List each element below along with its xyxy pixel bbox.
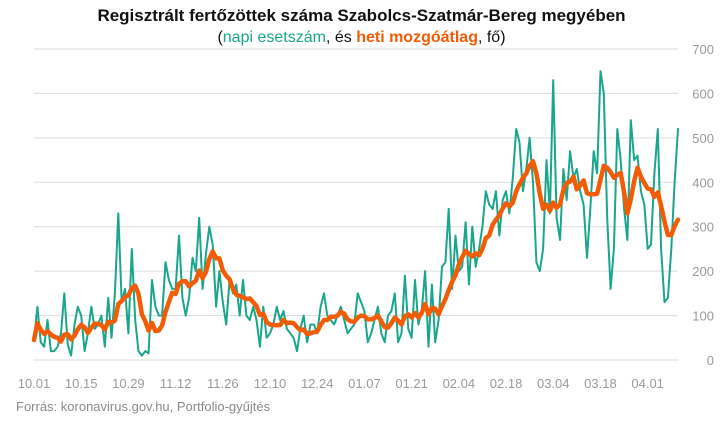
x-tick-label: 03.04 xyxy=(537,376,570,391)
x-tick-labels: 10.01 10.15 10.29 11.12 11.26 12.10 12.24 01.07… xyxy=(18,376,664,391)
x-tick-label: 03.18 xyxy=(584,376,617,391)
series-layer xyxy=(31,70,681,357)
y-tick-label: 600 xyxy=(692,86,714,101)
y-tick-label: 500 xyxy=(692,131,714,146)
x-tick-label: 10.15 xyxy=(65,376,98,391)
x-tick-label: 01.07 xyxy=(348,376,381,391)
y-tick-labels: 0 100 200 300 400 500 600 700 xyxy=(692,42,714,368)
x-tick-label: 10.01 xyxy=(18,376,51,391)
x-tick-label: 11.26 xyxy=(207,376,239,391)
subtitle-unit: , fő) xyxy=(477,29,506,46)
y-tick-label: 700 xyxy=(692,42,714,57)
x-tick-label: 02.18 xyxy=(490,376,523,391)
subtitle-open: ( xyxy=(217,29,223,46)
y-tick-label: 400 xyxy=(692,175,714,190)
chart-title: Regisztrált fertőzöttek száma Szabolcs-S… xyxy=(97,6,626,25)
daily-cases-line xyxy=(33,70,679,357)
x-tick-label: 01.21 xyxy=(395,376,428,391)
y-tick-label: 300 xyxy=(692,220,714,235)
chart-subtitle: (napi esetszám, és heti mozgóátlag, fő) xyxy=(0,29,723,47)
weekly-average-line xyxy=(31,159,681,344)
x-tick-label: 12.10 xyxy=(254,376,287,391)
source-note: Forrás: koronavirus.gov.hu, Portfolio-gy… xyxy=(16,399,271,414)
x-tick-label: 10.29 xyxy=(112,376,145,391)
y-tick-label: 200 xyxy=(692,264,714,279)
y-tick-label: 0 xyxy=(707,353,714,368)
subtitle-daily: napi esetszám xyxy=(222,29,326,46)
x-tick-label: 04.01 xyxy=(631,376,664,391)
subtitle-sep: , és xyxy=(325,29,357,46)
subtitle-avg: heti mozgóátlag xyxy=(356,29,478,46)
x-tick-label: 12.24 xyxy=(301,376,334,391)
x-tick-label: 02.04 xyxy=(443,376,476,391)
y-tick-label: 100 xyxy=(692,309,714,324)
x-tick-label: 11.12 xyxy=(160,376,192,391)
